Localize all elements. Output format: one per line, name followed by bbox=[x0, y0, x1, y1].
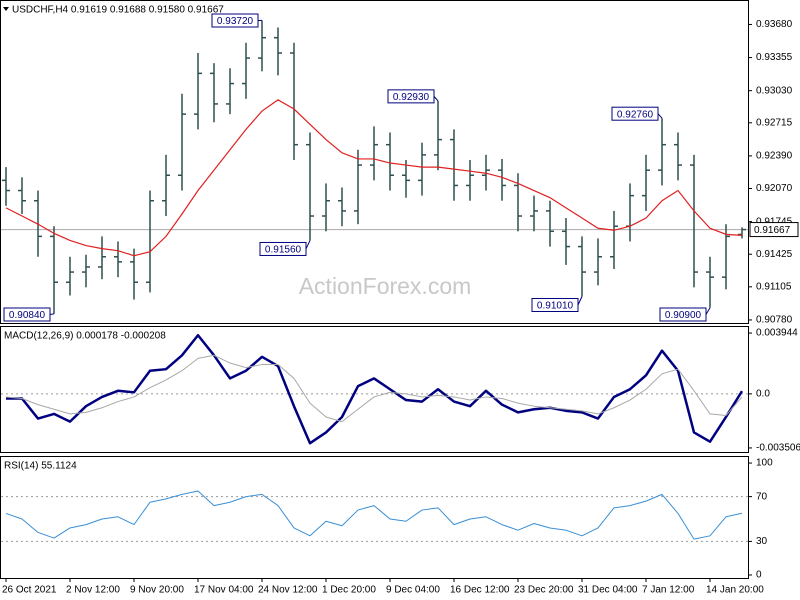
annotation-box bbox=[611, 106, 659, 121]
annotation-connector bbox=[657, 113, 663, 119]
annotation-label: 0.93720 bbox=[217, 16, 254, 27]
y-tick-label: 0.0 bbox=[756, 388, 770, 399]
y-tick-label: 0 bbox=[756, 570, 762, 581]
watermark: ActionForex.com bbox=[299, 273, 472, 299]
macd-panel bbox=[0, 326, 749, 453]
y-tick-label: 0.92715 bbox=[756, 117, 793, 128]
x-tick-label: 31 Dec 04:00 bbox=[578, 585, 638, 596]
annotation-label: 0.90840 bbox=[9, 310, 46, 321]
y-tick-label: 0.93030 bbox=[756, 85, 793, 96]
moving-average bbox=[5, 99, 743, 257]
y-tick-label: 0.93355 bbox=[756, 52, 793, 63]
annotation-connector bbox=[49, 313, 55, 315]
annotation-connector bbox=[433, 96, 439, 102]
symbol-icon bbox=[3, 7, 9, 11]
y-tick-label: 0.91105 bbox=[756, 281, 792, 292]
y-tick-label: 30 bbox=[756, 536, 768, 547]
annotation-box bbox=[259, 241, 307, 256]
panel-title: MACD(12,26,9) 0.000178 -0.000208 bbox=[4, 331, 166, 342]
current-price-label: 0.91667 bbox=[754, 225, 791, 236]
x-tick-label: 7 Jan 12:00 bbox=[642, 585, 695, 596]
y-tick-label: 0.92390 bbox=[756, 151, 793, 162]
annotation-box bbox=[387, 89, 435, 104]
annotation-label: 0.92930 bbox=[393, 92, 430, 103]
indicator-line bbox=[5, 354, 743, 423]
annotation-box bbox=[3, 307, 51, 322]
y-tick-label: 0.91425 bbox=[756, 249, 793, 260]
x-tick-label: 14 Jan 20:00 bbox=[706, 585, 764, 596]
y-tick-label: 100 bbox=[756, 458, 773, 469]
indicator-line bbox=[5, 490, 743, 540]
x-tick-label: 23 Dec 20:00 bbox=[514, 585, 574, 596]
current-price-box bbox=[749, 222, 799, 238]
price-panel bbox=[0, 0, 749, 324]
x-tick-label: 16 Dec 12:00 bbox=[450, 585, 510, 596]
x-tick-label: 24 Nov 12:00 bbox=[258, 585, 318, 596]
x-tick-label: 2 Nov 12:00 bbox=[66, 585, 120, 596]
y-tick-label: 70 bbox=[756, 491, 768, 502]
y-tick-label: 0.003944 bbox=[756, 328, 798, 339]
y-tick-label: 0.91745 bbox=[756, 216, 793, 227]
annotation-label: 0.92760 bbox=[617, 109, 654, 120]
annotation-box bbox=[531, 298, 579, 313]
x-tick-label: 26 Oct 2021 bbox=[2, 585, 57, 596]
y-tick-label: 0.92070 bbox=[756, 183, 793, 194]
y-tick-label: -0.003506 bbox=[756, 443, 800, 454]
x-tick-label: 1 Dec 20:00 bbox=[322, 585, 376, 596]
x-tick-label: 9 Dec 04:00 bbox=[386, 585, 440, 596]
annotation-connector bbox=[577, 296, 583, 306]
panel-title: RSI(14) 55.1124 bbox=[4, 461, 77, 472]
annotation-connector bbox=[705, 307, 711, 315]
annotation-box bbox=[659, 307, 707, 322]
annotation-connector bbox=[305, 240, 311, 250]
indicator-line bbox=[6, 334, 744, 445]
annotation-label: 0.91010 bbox=[537, 301, 574, 312]
x-tick-label: 17 Nov 04:00 bbox=[194, 585, 254, 596]
x-tick-label: 9 Nov 20:00 bbox=[130, 585, 184, 596]
annotation-box bbox=[211, 13, 259, 28]
annotation-label: 0.91560 bbox=[265, 245, 302, 256]
annotation-label: 0.90900 bbox=[665, 310, 702, 321]
y-tick-label: 0.93680 bbox=[756, 19, 793, 30]
y-tick-label: 0.90780 bbox=[756, 315, 793, 326]
panel-title: USDCHF,H4 0.91619 0.91688 0.91580 0.9166… bbox=[12, 5, 224, 16]
rsi-panel bbox=[0, 456, 749, 579]
